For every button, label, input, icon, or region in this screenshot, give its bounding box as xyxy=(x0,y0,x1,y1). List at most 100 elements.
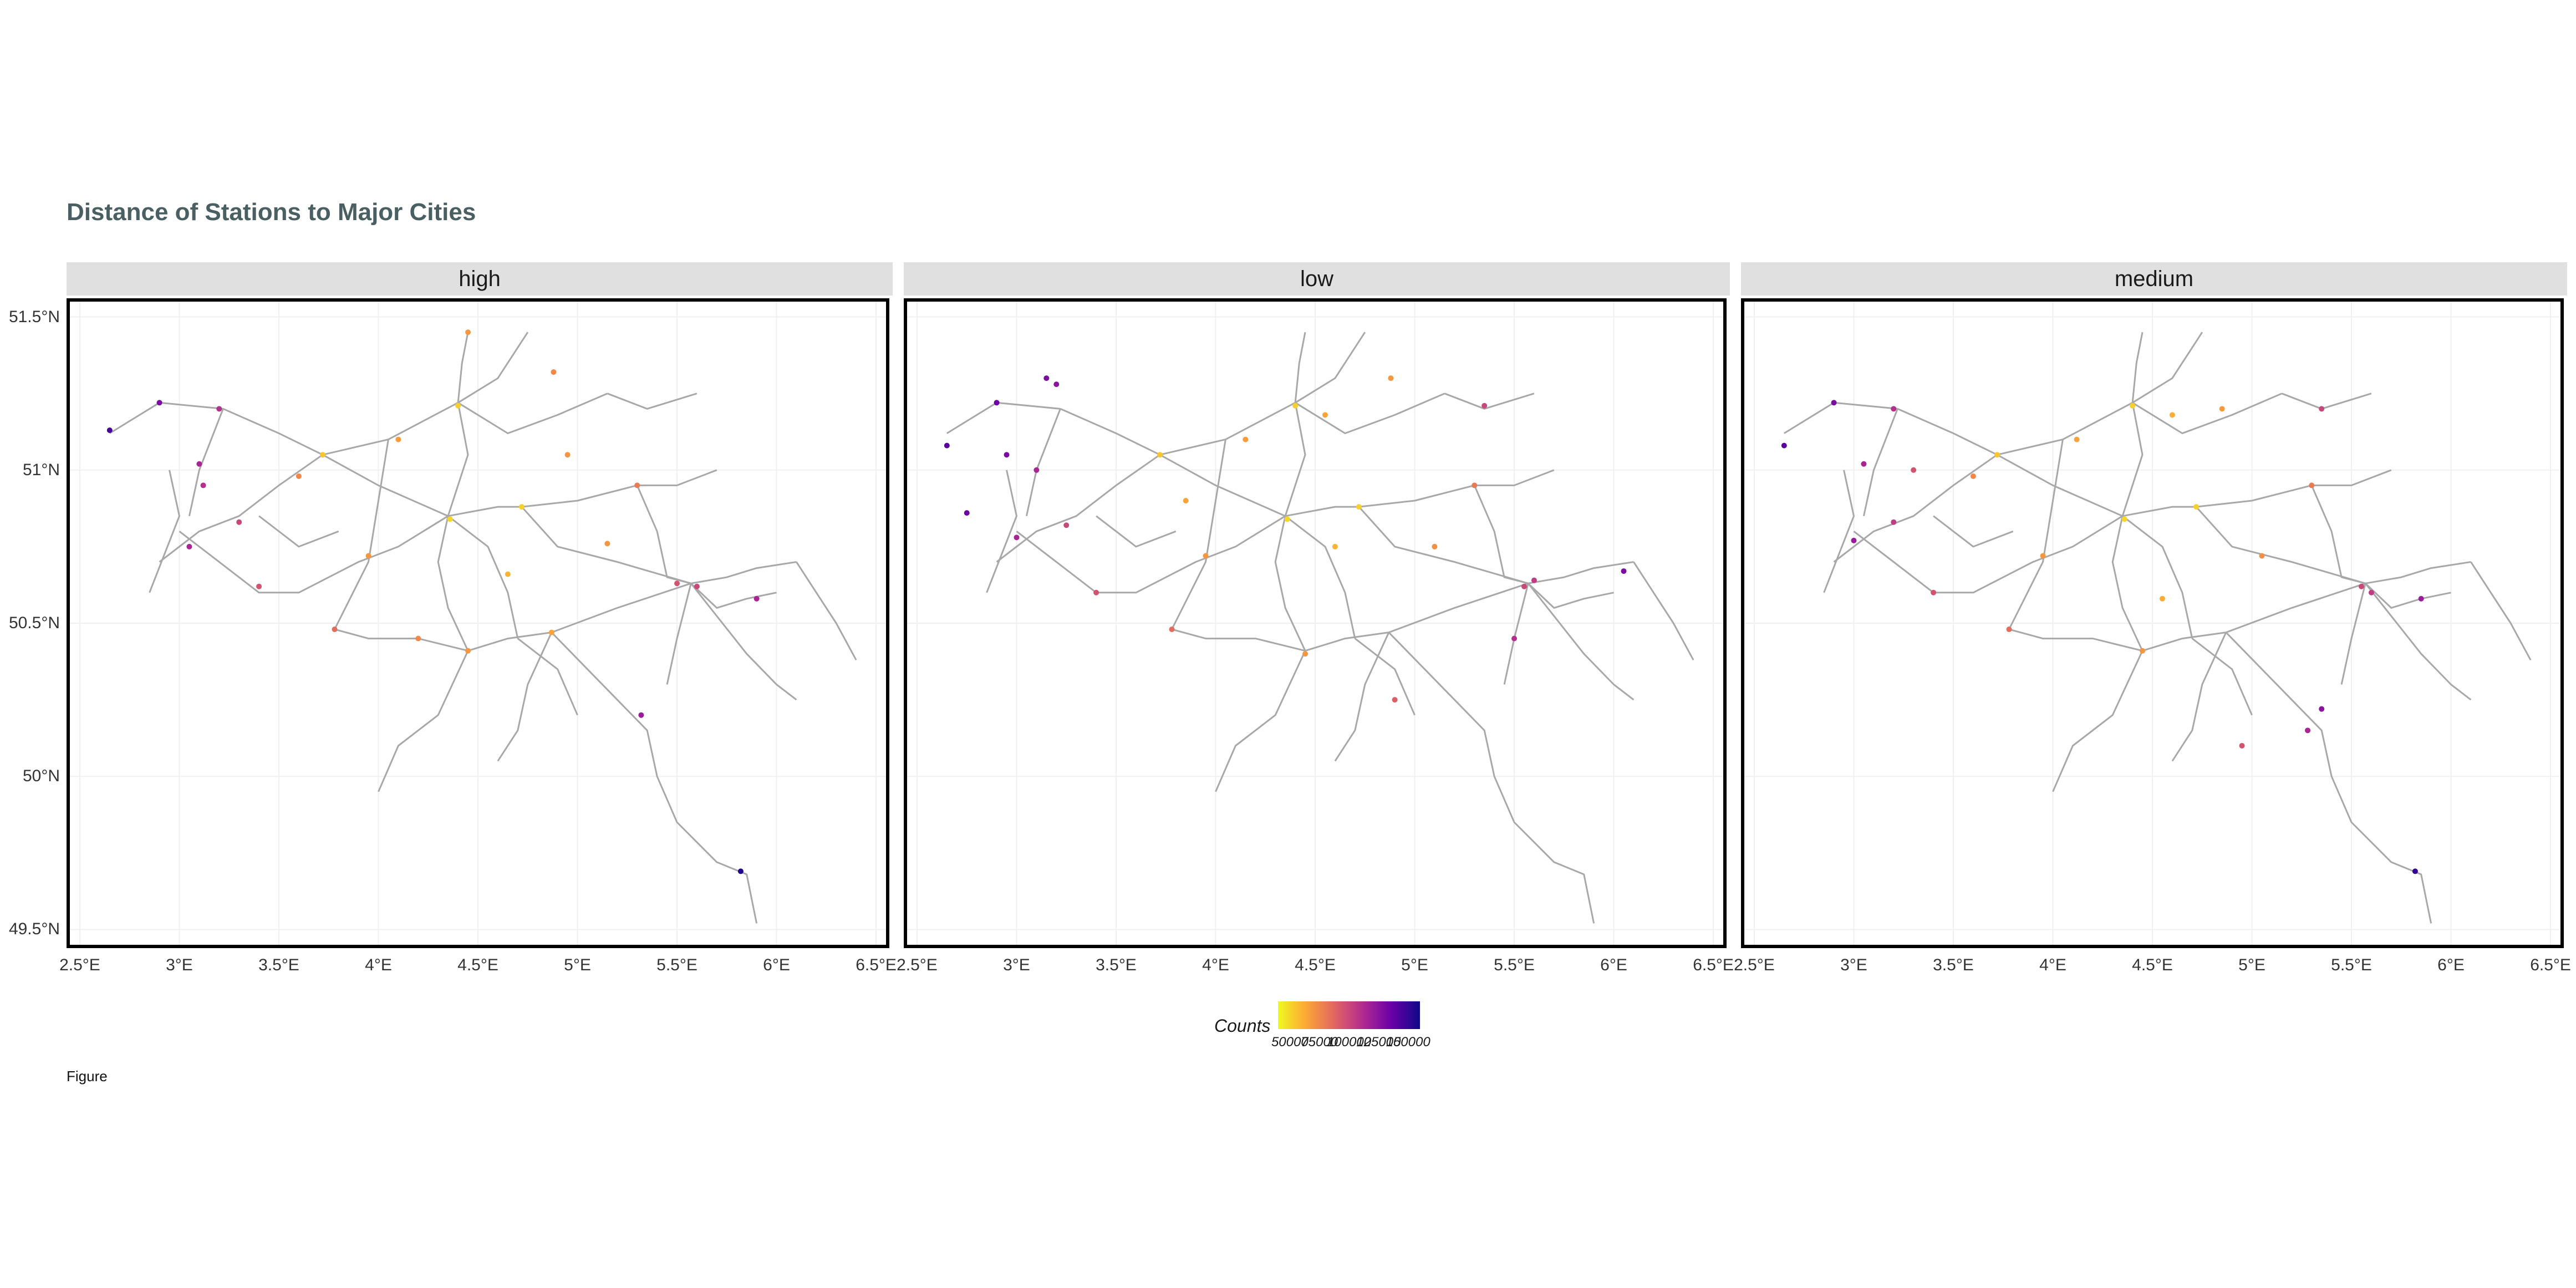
x-tick-label: 3.5°E xyxy=(1096,956,1137,974)
station-point xyxy=(1043,375,1050,381)
rail-line xyxy=(1528,583,1635,701)
rail-line xyxy=(517,638,578,716)
x-tick-label: 4.5°E xyxy=(457,956,498,974)
rail-line xyxy=(1060,408,1160,456)
station-point xyxy=(674,581,680,587)
rail-line xyxy=(2365,583,2451,609)
x-tick-label: 5°E xyxy=(564,956,591,974)
rail-line xyxy=(457,393,608,434)
rail-line xyxy=(1284,403,1306,517)
map-svg xyxy=(1744,302,2560,945)
rail-line xyxy=(2312,469,2392,486)
rail-line xyxy=(996,454,1160,563)
x-tick-label: 2.5°E xyxy=(59,956,100,974)
y-tick-label: 50°N xyxy=(22,767,60,786)
rail-line xyxy=(1474,469,1555,486)
rail-line xyxy=(258,515,339,548)
x-tick-label: 6.5°E xyxy=(2530,956,2571,974)
station-point xyxy=(2140,648,2146,654)
station-point xyxy=(2121,516,2127,522)
x-tick-label: 3°E xyxy=(166,956,193,974)
x-tick-label: 5.5°E xyxy=(656,956,698,974)
rail-line xyxy=(1294,332,1306,403)
rail-line xyxy=(666,583,692,685)
rail-line xyxy=(1171,439,1226,630)
rail-line xyxy=(2122,515,2193,639)
station-point xyxy=(2319,406,2325,412)
rail-line xyxy=(159,454,323,563)
station-point xyxy=(1891,519,1897,525)
station-point xyxy=(447,516,453,522)
y-tick-label: 49.5°N xyxy=(8,920,60,939)
station-point xyxy=(518,504,525,510)
x-tick-label: 6.5°E xyxy=(1693,956,1734,974)
rail-line xyxy=(2142,582,2366,652)
station-point xyxy=(465,648,471,654)
station-point xyxy=(1243,436,1249,442)
station-point xyxy=(2358,583,2364,589)
x-tick-label: 6.5°E xyxy=(856,956,897,974)
station-point xyxy=(2169,412,2175,418)
station-point xyxy=(964,510,970,516)
station-point xyxy=(395,436,401,442)
rail-line xyxy=(1833,454,1998,563)
legend-tick-label: 75000 xyxy=(1301,1035,1338,1050)
rail-line xyxy=(2009,628,2143,652)
station-point xyxy=(1392,697,1398,703)
rail-line xyxy=(2225,632,2432,924)
rail-line xyxy=(447,484,638,517)
station-point xyxy=(2130,403,2136,409)
station-point xyxy=(1521,583,1527,589)
rail-line xyxy=(551,632,758,924)
station-point xyxy=(106,427,113,433)
rail-line xyxy=(2132,393,2282,434)
rail-line xyxy=(1784,401,1898,434)
station-point xyxy=(638,712,644,718)
facet-label: medium xyxy=(2114,266,2194,291)
station-point xyxy=(156,400,162,406)
rail-line xyxy=(1997,401,2133,456)
station-point xyxy=(1203,553,1209,559)
rail-line xyxy=(2052,650,2144,792)
rail-line xyxy=(1295,332,1366,404)
rail-line xyxy=(1159,401,1296,456)
rail-line xyxy=(1853,515,2123,594)
station-point xyxy=(2305,727,2311,734)
station-point xyxy=(1302,651,1309,657)
x-tick-label: 4°E xyxy=(2039,956,2066,974)
station-point xyxy=(2418,595,2424,602)
station-point xyxy=(1053,381,1060,388)
facet-strip-medium: medium xyxy=(1741,262,2567,296)
rail-line xyxy=(1862,408,1898,517)
rail-line xyxy=(690,583,797,701)
station-point xyxy=(1482,403,1488,409)
rail-line xyxy=(334,628,469,652)
rail-line xyxy=(637,469,717,486)
rail-line xyxy=(2365,583,2472,701)
station-point xyxy=(319,452,325,458)
station-point xyxy=(694,583,700,589)
rail-line xyxy=(1823,470,1855,593)
station-point xyxy=(1183,498,1189,504)
station-point xyxy=(1034,467,1040,473)
station-point xyxy=(2259,553,2265,559)
rail-line xyxy=(2281,393,2372,410)
y-tick-label: 50.5°N xyxy=(8,614,60,632)
station-point xyxy=(186,543,192,549)
facet-strip-high: high xyxy=(67,262,893,296)
x-tick-label: 5.5°E xyxy=(2331,956,2372,974)
rail-line xyxy=(149,470,180,593)
rail-line xyxy=(1285,484,1475,517)
station-point xyxy=(2219,406,2225,412)
x-tick-label: 4°E xyxy=(1202,956,1229,974)
x-tick-label: 4.5°E xyxy=(1295,956,1336,974)
x-tick-label: 2.5°E xyxy=(897,956,938,974)
rail-line xyxy=(521,506,691,584)
rail-line xyxy=(2310,485,2366,584)
station-point xyxy=(415,635,421,642)
station-point xyxy=(1014,534,1020,541)
x-tick-label: 6°E xyxy=(2437,956,2465,974)
station-point xyxy=(236,519,242,525)
figure-caption: Figure xyxy=(67,1068,108,1085)
station-point xyxy=(1432,543,1438,549)
